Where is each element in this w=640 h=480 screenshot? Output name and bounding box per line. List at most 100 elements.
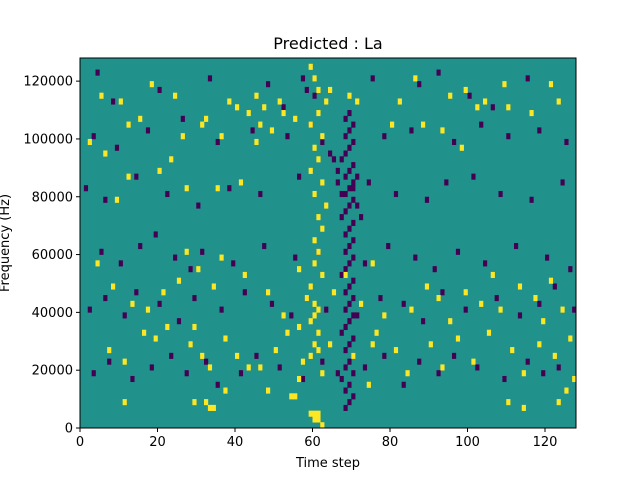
heatmap-cell-low: [568, 266, 573, 273]
heatmap-cell-high: [370, 260, 375, 267]
heatmap-cell-low: [463, 306, 468, 313]
heatmap-cell-high: [308, 318, 313, 325]
heatmap-cell-high: [266, 289, 271, 296]
heatmap-cell-high: [436, 295, 441, 302]
heatmap-cell-high: [204, 399, 209, 406]
heatmap-cell-high: [316, 248, 321, 255]
heatmap-cell-low: [343, 248, 348, 255]
heatmap-cell-low: [343, 404, 348, 411]
heatmap-cell-low: [103, 295, 108, 302]
heatmap-cell-low: [347, 358, 352, 365]
heatmap-cell-high: [211, 283, 216, 290]
heatmap-cell-low: [107, 358, 112, 365]
heatmap-cell-high: [281, 312, 286, 319]
heatmap-cell-low: [467, 92, 472, 99]
heatmap-cell-low: [145, 127, 151, 134]
heatmap-cell-low: [572, 306, 577, 313]
heatmap-cell-low: [378, 295, 383, 302]
heatmap-cell-high: [316, 156, 321, 163]
heatmap-cell-high: [219, 254, 224, 261]
heatmap-cell-high: [312, 75, 317, 82]
heatmap-cell-low: [355, 202, 360, 209]
heatmap-cell-low: [188, 266, 193, 273]
heatmap-cell-high: [556, 98, 561, 105]
heatmap-cell-high: [374, 329, 379, 336]
heatmap-cell-high: [308, 283, 313, 290]
heatmap-cell-low: [517, 312, 523, 319]
heatmap-cell-high: [289, 393, 294, 400]
heatmap-cell-high: [219, 133, 224, 140]
heatmap-cell-low: [176, 318, 182, 325]
heatmap-cell-high: [235, 104, 240, 111]
heatmap-cell-low: [417, 358, 422, 365]
heatmap-cell-low: [347, 225, 352, 232]
heatmap-cell-low: [393, 190, 399, 198]
heatmap-cell-high: [238, 179, 244, 186]
heatmap-cell-high: [568, 335, 573, 342]
heatmap-cell-low: [343, 208, 348, 215]
heatmap-cell-low: [347, 127, 352, 134]
heatmap-cell-low: [351, 196, 356, 203]
heatmap-cell-high: [475, 104, 480, 111]
heatmap-cell-high: [312, 312, 317, 319]
heatmap-cell-high: [103, 150, 108, 157]
heatmap-cell-high: [537, 341, 542, 348]
heatmap-cell-low: [502, 375, 507, 383]
heatmap-cell-low: [440, 289, 445, 296]
x-tick-label: 100: [455, 435, 480, 450]
heatmap-cell-high: [99, 92, 104, 99]
heatmap-cell-low: [351, 138, 356, 146]
heatmap-cell-low: [343, 364, 348, 371]
heatmap-cell-low: [359, 214, 364, 221]
heatmap-cell-high: [397, 98, 402, 105]
heatmap-cell-low: [401, 381, 406, 388]
plot-frame: [79, 57, 577, 429]
heatmap-cell-low: [343, 115, 348, 122]
heatmap-cell-low: [347, 144, 352, 151]
heatmap-cell-high: [320, 179, 325, 186]
heatmap-cell-low: [351, 295, 356, 302]
heatmap-cell-low: [347, 300, 352, 307]
heatmap-cell-low: [138, 243, 143, 250]
heatmap-cell-high: [297, 323, 302, 331]
heatmap-cell-high: [149, 81, 154, 88]
heatmap-cell-low: [347, 260, 352, 267]
heatmap-cell-high: [312, 410, 317, 417]
heatmap-cell-low: [83, 185, 89, 192]
heatmap-cell-high: [486, 329, 492, 336]
heatmap-cell-low: [347, 167, 352, 174]
heatmap-cell-low: [564, 138, 569, 146]
heatmap-cell-low: [347, 341, 352, 348]
heatmap-cell-low: [192, 295, 197, 302]
heatmap-cell-low: [552, 283, 557, 290]
heatmap-cell-high: [483, 98, 488, 105]
heatmap-cell-low: [339, 329, 344, 336]
heatmap-cell-high: [324, 98, 329, 105]
heatmap-cell-low: [444, 179, 449, 186]
heatmap-cell-low: [436, 69, 441, 76]
heatmap-cell-low: [339, 375, 344, 383]
heatmap-cell-low: [134, 289, 139, 296]
heatmap-cell-high: [328, 86, 333, 93]
heatmap-cell-high: [308, 167, 313, 174]
heatmap-cell-high: [479, 300, 484, 307]
heatmap-cell-low: [347, 381, 352, 388]
heatmap-cell-low: [335, 370, 340, 377]
chart-title: Predicted : La: [273, 34, 382, 53]
heatmap-cell-high: [320, 133, 325, 140]
heatmap-cell-high: [277, 98, 282, 105]
y-tick-label: 20000: [32, 364, 73, 379]
heatmap-cell-high: [169, 156, 174, 163]
heatmap-cell-low: [525, 358, 530, 365]
heatmap-cell-high: [269, 127, 275, 134]
y-axis-label: Frequency (Hz): [0, 194, 13, 292]
heatmap-cell-low: [537, 300, 542, 307]
heatmap-cell-low: [351, 370, 356, 377]
heatmap-cell-high: [246, 364, 251, 371]
heatmap-cell-low: [254, 352, 259, 359]
heatmap-cell-low: [204, 358, 209, 365]
heatmap-cell-low: [343, 306, 348, 313]
heatmap-cell-high: [176, 277, 182, 284]
x-tick-label: 60: [304, 435, 321, 450]
heatmap-cell-high: [312, 190, 317, 198]
